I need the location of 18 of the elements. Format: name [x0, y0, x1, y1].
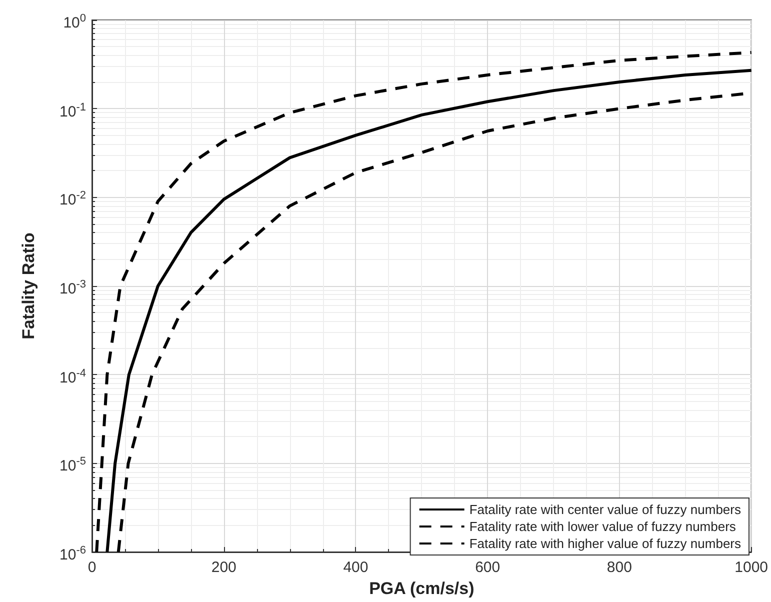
- legend-label: Fatality rate with center value of fuzzy numbers: [469, 502, 742, 517]
- legend-label: Fatality rate with higher value of fuzzy numbers: [469, 536, 742, 551]
- y-axis-title: Fatality Ratio: [19, 232, 38, 340]
- x-axis-title: PGA (cm/s/s): [369, 579, 474, 598]
- legend-label: Fatality rate with lower value of fuzzy numbers: [469, 519, 736, 534]
- x-tick-label: 0: [88, 559, 96, 576]
- y-tick-label: 10$^{0}$: [63, 12, 86, 32]
- y-tick-label: 10$^{-3}$: [60, 278, 86, 298]
- x-tick-label: 800: [606, 559, 632, 576]
- y-tick-label: 10$^{-6}$: [60, 544, 86, 564]
- x-tick-label: 400: [343, 559, 368, 576]
- y-tick-label: 10$^{-1}$: [60, 101, 86, 120]
- y-tick-label: 10$^{-4}$: [60, 367, 86, 386]
- y-tick-label: 10$^{-5}$: [60, 456, 86, 475]
- x-tick-label: 600: [475, 559, 500, 576]
- x-tick-label: 200: [211, 559, 236, 576]
- y-tick-label: 10$^{-2}$: [60, 190, 86, 209]
- x-tick-label: 1000: [734, 559, 768, 576]
